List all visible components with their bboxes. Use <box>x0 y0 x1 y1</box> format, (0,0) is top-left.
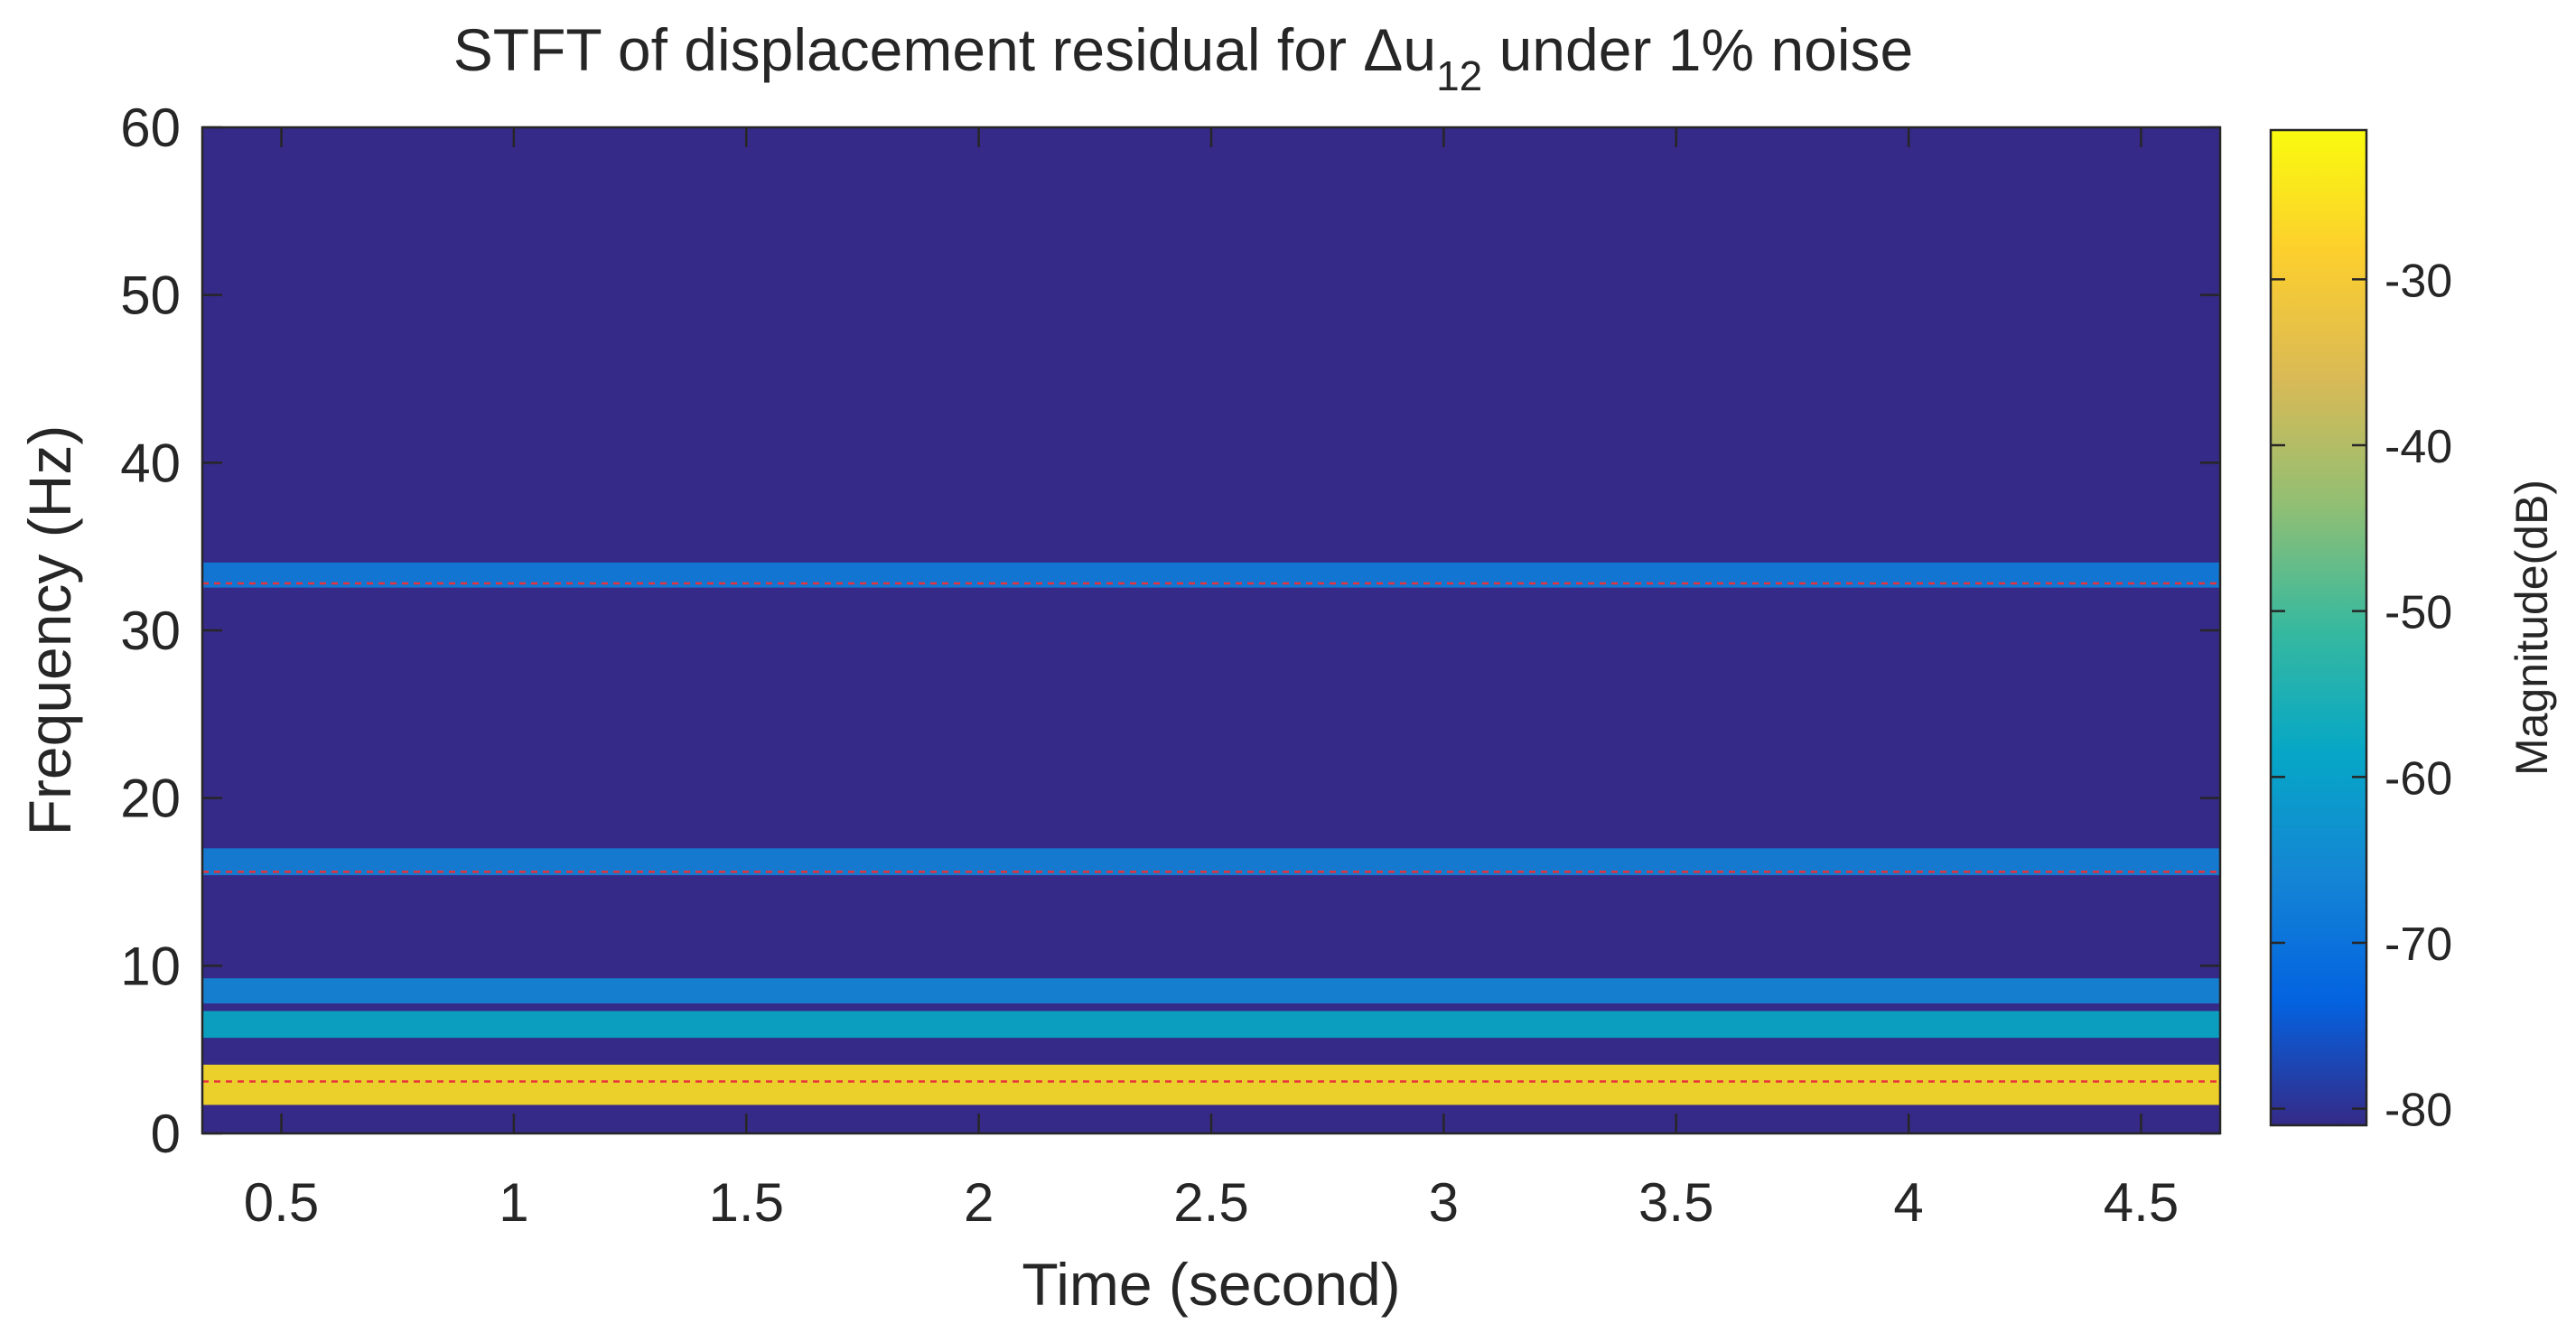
x-tick-label: 1 <box>499 1172 528 1233</box>
x-tick-label: 2.5 <box>1173 1172 1248 1233</box>
chart-title-symbol: Δu <box>1363 16 1436 83</box>
x-tick-label: 4.5 <box>2104 1172 2179 1233</box>
colorbar-tick-label: -80 <box>2385 1085 2452 1137</box>
colorbar-ticks: -30 -40 -50 -60 -70 -80 <box>2271 255 2452 1137</box>
frequency-band <box>202 1064 2220 1105</box>
spectrogram-background <box>202 127 2220 1133</box>
y-tick-label: 40 <box>120 433 181 493</box>
y-tick-label: 0 <box>151 1104 181 1164</box>
y-tick-label: 10 <box>120 936 181 996</box>
chart-title-prefix: STFT of displacement residual for <box>453 16 1364 83</box>
colorbar-tick-label: -40 <box>2385 421 2452 473</box>
x-tick-label: 4 <box>1893 1172 1923 1233</box>
colorbar-tick-label: -30 <box>2385 255 2452 307</box>
y-tick-label: 50 <box>120 266 181 326</box>
x-tick-label: 3 <box>1429 1172 1459 1233</box>
colorbar <box>2269 128 2368 1127</box>
x-tick-label: 2 <box>964 1172 994 1233</box>
x-axis-label: Time (second) <box>1022 1251 1400 1318</box>
frequency-band <box>202 1011 2220 1039</box>
y-tick-label: 60 <box>120 98 181 158</box>
spectrogram-plot <box>202 127 2220 1133</box>
x-tick-label: 3.5 <box>1638 1172 1713 1233</box>
y-tick-label: 20 <box>120 769 181 829</box>
colorbar-tick-label: -50 <box>2385 587 2452 639</box>
colorbar-tick-label: -60 <box>2385 752 2452 805</box>
x-tick-label: 0.5 <box>244 1172 319 1233</box>
x-tick-label: 1.5 <box>709 1172 784 1233</box>
chart-title-suffix: under 1% noise <box>1482 16 1913 83</box>
chart-title: STFT of displacement residual for Δu12 u… <box>453 16 1914 99</box>
y-axis: 0 10 20 30 40 50 60 <box>120 98 2220 1164</box>
y-tick-label: 30 <box>120 601 181 661</box>
colorbar-label: Magnitude(dB) <box>2506 480 2557 776</box>
colorbar-tick-label: -70 <box>2385 918 2452 971</box>
y-axis-label: Frequency (Hz) <box>16 425 83 836</box>
frequency-band <box>202 978 2220 1004</box>
x-axis: 0.5 1 1.5 2 2.5 3 3.5 4 4.5 <box>244 127 2179 1233</box>
chart-title-subscript: 12 <box>1436 52 1482 99</box>
